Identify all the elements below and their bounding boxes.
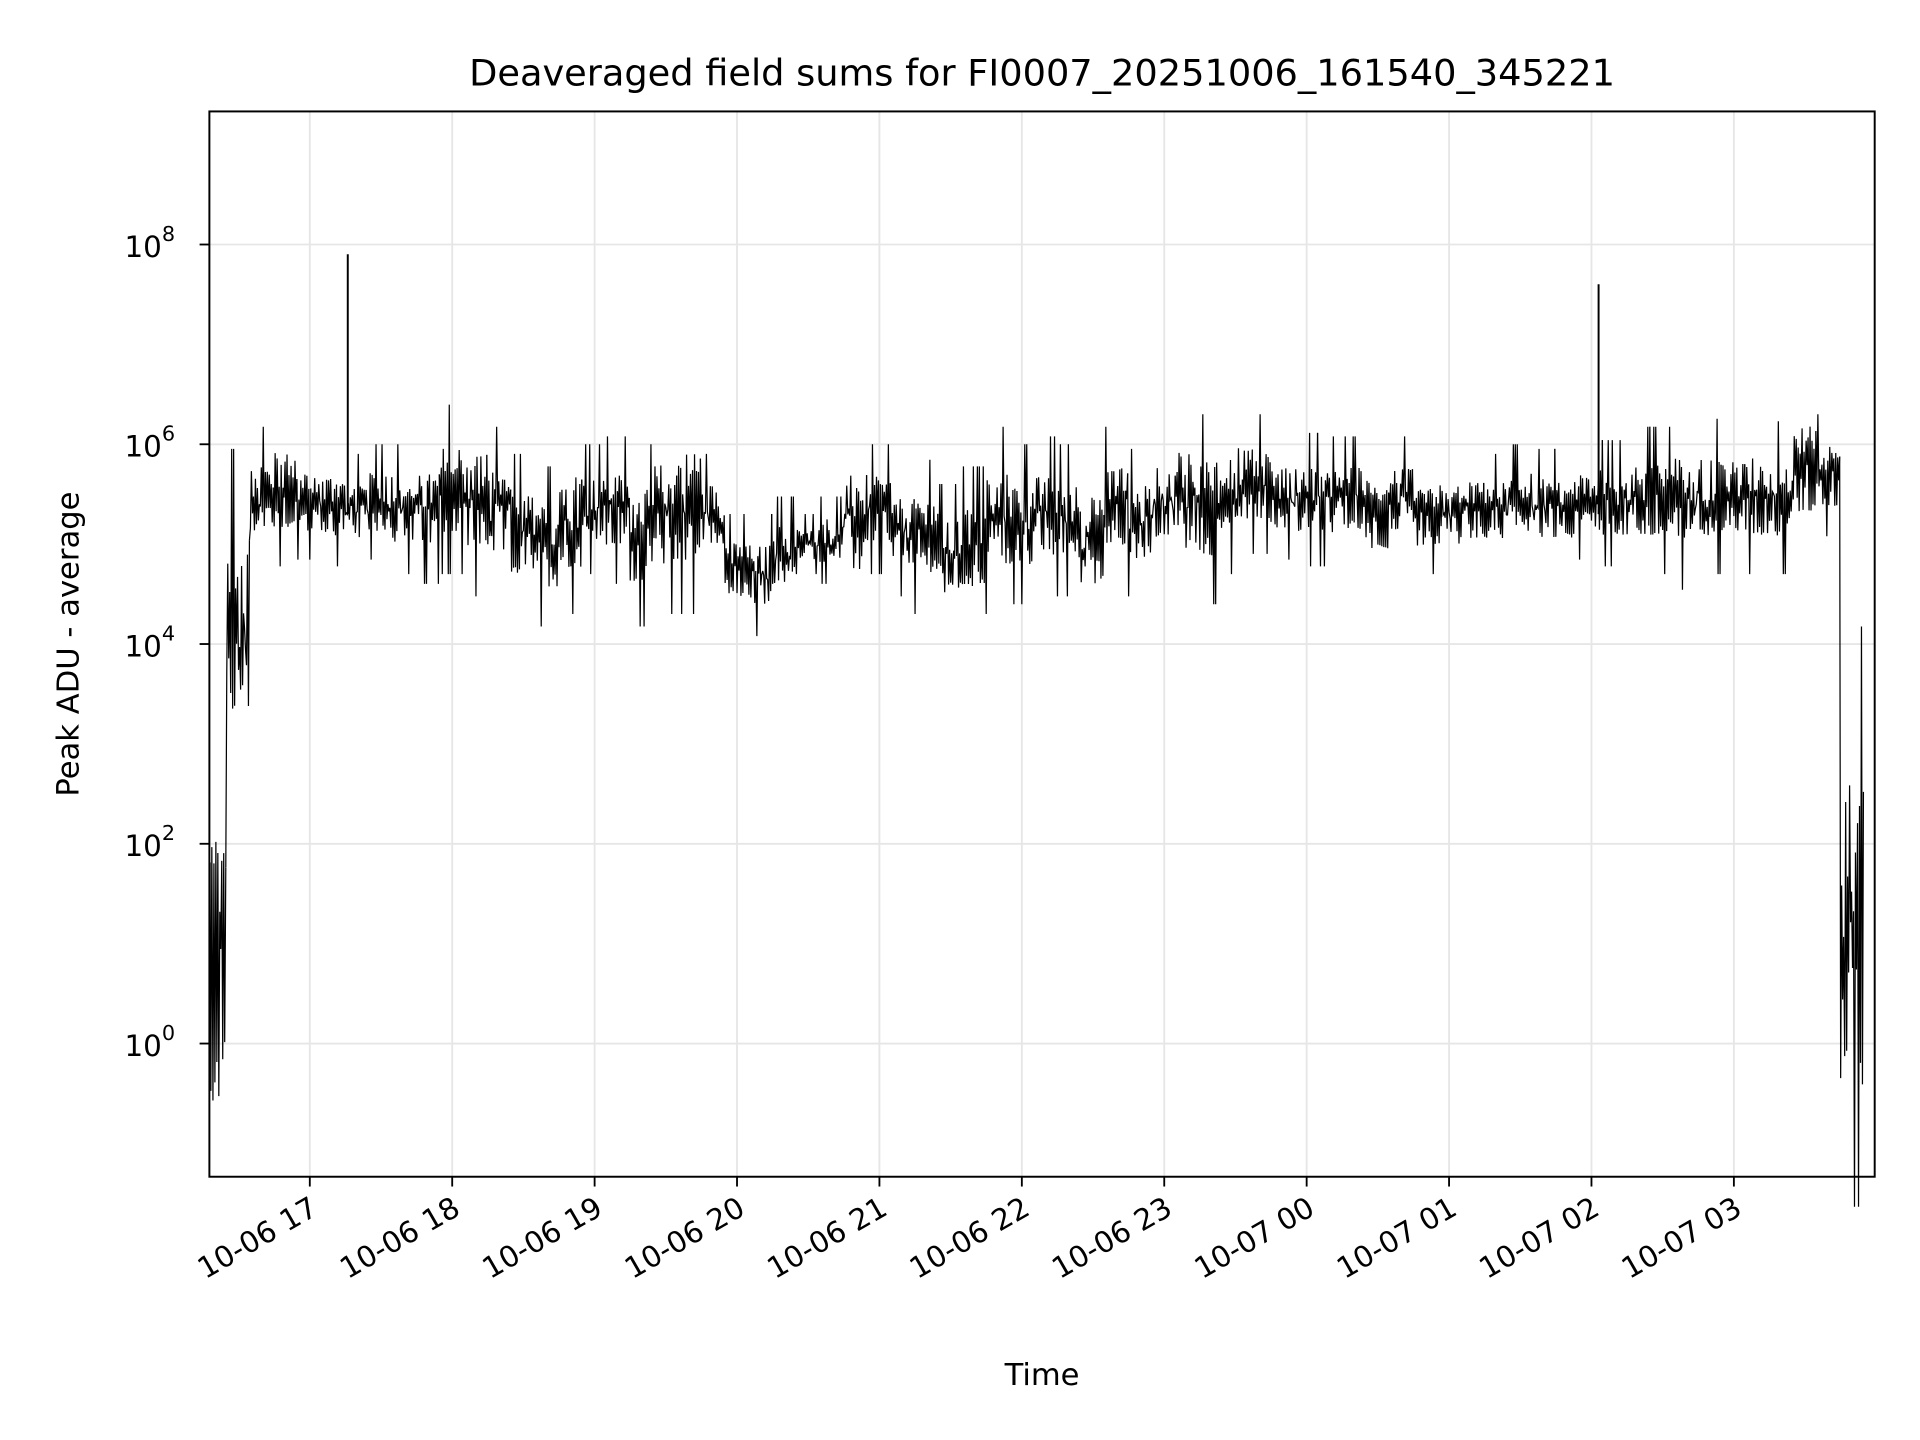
data-segment bbox=[414, 474, 440, 584]
y-tick-label: 100 bbox=[124, 1021, 175, 1063]
data-segment bbox=[1625, 426, 1651, 535]
x-tick-label: 10-06 20 bbox=[619, 1190, 750, 1285]
data-segment bbox=[248, 426, 274, 541]
x-tick-label: 10-07 01 bbox=[1331, 1190, 1462, 1285]
y-axis-label: Peak ADU - average bbox=[51, 492, 86, 797]
data-segment bbox=[842, 475, 868, 570]
x-tick-label: 10-06 19 bbox=[477, 1190, 608, 1285]
data-segment bbox=[889, 483, 915, 597]
data-segment bbox=[794, 514, 820, 575]
x-tick-label: 10-06 17 bbox=[192, 1190, 323, 1285]
data-segment bbox=[533, 466, 559, 627]
data-segment bbox=[272, 453, 298, 567]
data-segment bbox=[1649, 426, 1675, 575]
data-segment bbox=[1791, 426, 1817, 512]
x-tick-label: 10-06 18 bbox=[334, 1190, 465, 1285]
data-segment bbox=[1839, 456, 1865, 1207]
data-segment bbox=[913, 459, 939, 614]
data-segment bbox=[676, 454, 702, 614]
data-segment bbox=[1601, 440, 1627, 567]
data-segment bbox=[1554, 448, 1580, 538]
data-segment bbox=[1293, 432, 1319, 567]
data-segment bbox=[1340, 436, 1366, 529]
data-segment bbox=[391, 444, 417, 575]
data-segment bbox=[723, 514, 749, 596]
grid bbox=[209, 111, 1875, 1177]
data-segment bbox=[1767, 421, 1793, 575]
data-segment bbox=[1459, 482, 1485, 538]
data-segment bbox=[984, 426, 1010, 614]
x-tick-label: 10-07 02 bbox=[1473, 1190, 1604, 1285]
plot-area bbox=[209, 254, 1865, 1207]
data-segment bbox=[771, 496, 797, 584]
data-segment bbox=[510, 453, 535, 573]
data-segment bbox=[1103, 426, 1129, 545]
x-tick-label: 10-06 21 bbox=[761, 1190, 892, 1285]
data-segment bbox=[1364, 480, 1390, 549]
data-segment bbox=[1222, 448, 1247, 575]
data-segment bbox=[652, 465, 678, 614]
data-segment bbox=[486, 426, 512, 551]
y-tick-label: 102 bbox=[124, 821, 175, 863]
x-axis-label: Time bbox=[1004, 1358, 1080, 1393]
y-tick-label: 106 bbox=[124, 422, 175, 464]
data-segment bbox=[1150, 468, 1176, 537]
data-segment bbox=[1696, 418, 1722, 575]
data-segment bbox=[937, 484, 963, 593]
data-segment bbox=[1411, 469, 1437, 575]
data-segment bbox=[462, 454, 488, 597]
data-segment bbox=[1388, 436, 1414, 530]
chart-title: Deaveraged field sums for FI0007_2025100… bbox=[469, 52, 1615, 95]
data-segment bbox=[1672, 458, 1698, 590]
data-segment bbox=[1530, 448, 1556, 537]
data-segment bbox=[1127, 448, 1152, 597]
data-segment bbox=[818, 496, 844, 584]
data-segment bbox=[1316, 432, 1342, 567]
data-segment bbox=[209, 841, 227, 1101]
x-tick-label: 10-07 03 bbox=[1616, 1190, 1747, 1285]
data-segment bbox=[747, 514, 773, 637]
x-tick-label: 10-06 22 bbox=[904, 1190, 1035, 1285]
data-segment bbox=[1269, 462, 1295, 560]
data-segment bbox=[581, 444, 607, 575]
data-segment bbox=[699, 453, 725, 544]
data-segment bbox=[320, 479, 346, 567]
data-segment bbox=[557, 477, 583, 614]
data-segment bbox=[604, 436, 630, 584]
data-segment bbox=[1032, 436, 1058, 555]
data-segment bbox=[1055, 444, 1081, 597]
data-segment bbox=[1245, 414, 1271, 554]
data-segment bbox=[225, 448, 251, 868]
data-segment bbox=[1506, 444, 1532, 531]
data-segment bbox=[438, 404, 464, 575]
data-segment bbox=[296, 474, 322, 560]
data-segment bbox=[1198, 414, 1224, 605]
data-segment bbox=[1744, 458, 1770, 575]
data-segment bbox=[628, 444, 654, 627]
data-segment bbox=[1815, 414, 1841, 537]
data-segment bbox=[367, 444, 393, 560]
data-segment bbox=[1008, 444, 1034, 605]
x-axis: 10-06 17 10-06 18 10-06 19 10-06 20 10-06 21… bbox=[192, 1176, 1747, 1286]
y-tick-label: 104 bbox=[124, 621, 175, 663]
data-segment bbox=[1079, 497, 1105, 584]
x-tick-label: 10-06 23 bbox=[1046, 1190, 1177, 1285]
data-segment bbox=[1174, 452, 1200, 548]
data-segment bbox=[1720, 462, 1746, 531]
x-tick-label: 10-07 00 bbox=[1189, 1190, 1320, 1285]
data-segment bbox=[865, 444, 891, 575]
y-axis: 108 106 104 102 100 bbox=[124, 222, 210, 1063]
y-tick-label: 108 bbox=[124, 222, 175, 264]
data-segment bbox=[1435, 485, 1461, 544]
data-segment bbox=[1483, 453, 1508, 539]
data-segment bbox=[960, 466, 986, 587]
